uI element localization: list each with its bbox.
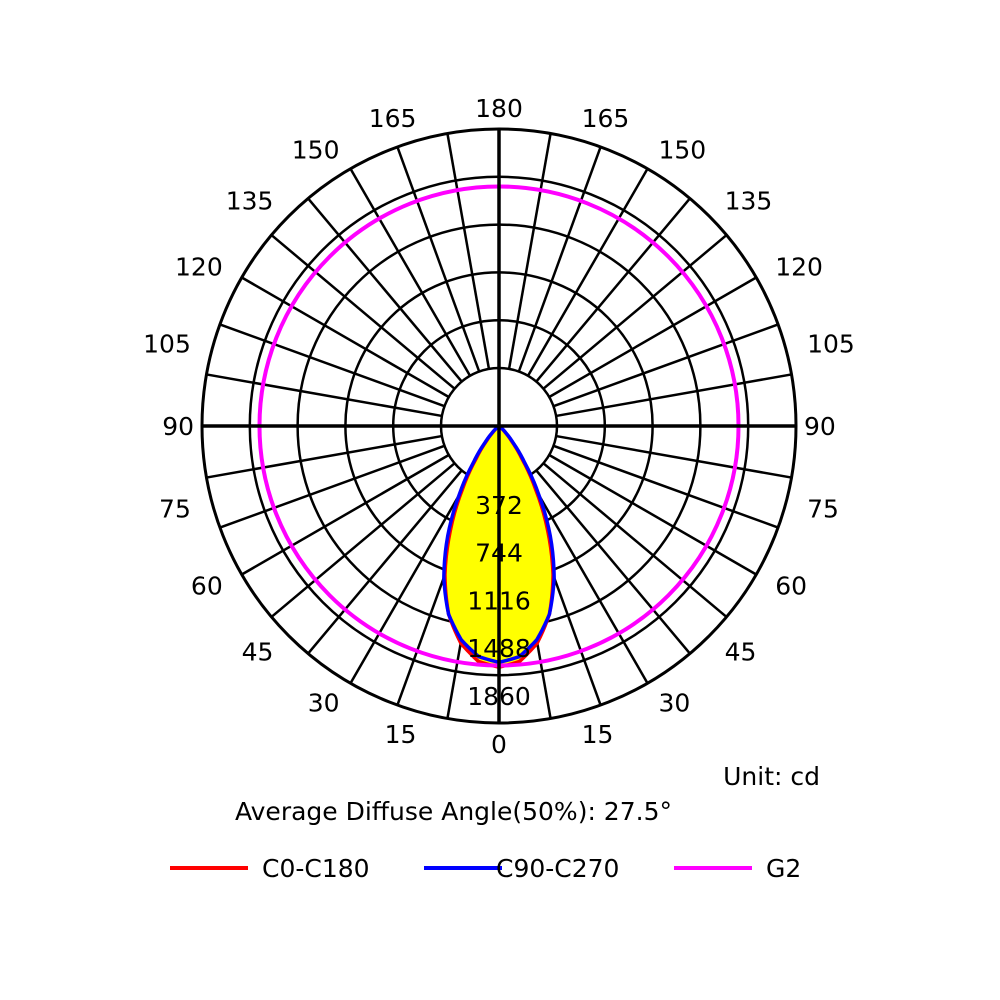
angle-label-150-left: 150 (292, 136, 340, 165)
angle-label-60-left: 60 (191, 572, 223, 601)
spoke-150 (526, 168, 649, 377)
spoke-30 (349, 475, 472, 684)
angle-label-45-right: 45 (725, 638, 757, 667)
angle-label-75-left: 75 (159, 495, 191, 524)
spoke-70 (553, 444, 779, 529)
legend: C0-C180 C90-C270 G2 (170, 850, 830, 886)
legend-item-g2: G2 (674, 850, 801, 886)
angle-label-120-right: 120 (775, 253, 823, 282)
spoke-130 (542, 234, 728, 390)
diffuse-angle-label: Average Diffuse Angle(50%): 27.5° (235, 797, 672, 826)
spoke-140 (307, 197, 463, 383)
angle-label-90-right: 90 (804, 412, 836, 441)
ring-label-372: 372 (475, 491, 523, 520)
ring-label-1860: 1860 (467, 682, 531, 711)
spoke-60 (548, 453, 757, 576)
angle-label-135-right: 135 (725, 186, 773, 215)
angle-label-180-right: 180 (475, 94, 523, 123)
spoke-80 (555, 434, 792, 479)
legend-swatch-c90-c270 (424, 866, 502, 870)
ring-label-744: 744 (475, 539, 523, 568)
angle-label-105-left: 105 (143, 329, 191, 358)
legend-label-g2: G2 (766, 853, 802, 883)
spoke-160 (517, 146, 602, 372)
angle-label-30-left: 30 (308, 688, 340, 717)
angle-label-165-left: 165 (369, 104, 417, 133)
spoke-40 (307, 469, 463, 655)
angle-label-120-left: 120 (175, 253, 223, 282)
angle-label-105-right: 105 (807, 329, 855, 358)
spoke-30 (526, 475, 649, 684)
spoke-80 (206, 434, 443, 479)
main-axes (202, 129, 796, 723)
angle-label-150-right: 150 (659, 136, 707, 165)
spoke-50 (542, 462, 728, 618)
angle-label-0-right: 0 (491, 730, 507, 759)
ring-label-1488: 1488 (467, 634, 531, 663)
angle-label-60-right: 60 (775, 572, 807, 601)
spoke-140 (535, 197, 691, 383)
angle-label-45-left: 45 (242, 638, 274, 667)
legend-label-c90-c270: C90-C270 (496, 853, 620, 883)
spoke-60 (241, 453, 450, 576)
legend-item-c0-c180: C0-C180 (170, 850, 370, 886)
legend-label-c0-c180: C0-C180 (262, 853, 370, 883)
spoke-70 (219, 444, 445, 529)
legend-item-c90-c270: C90-C270 (424, 850, 619, 886)
spoke-160 (396, 146, 481, 372)
angle-labels: 0 15 15 30 30 45 45 60 60 75 75 90 90 105 105 120 120 135… (143, 94, 855, 759)
legend-swatch-c0-c180 (170, 866, 248, 870)
spoke-130 (270, 234, 456, 390)
angle-label-15-right: 15 (582, 720, 614, 749)
spoke-170 (507, 133, 552, 370)
spoke-40 (535, 469, 691, 655)
ring-labels: 372 744 1116 1488 1860 (467, 491, 531, 711)
legend-swatch-g2 (674, 866, 752, 870)
spoke-100 (206, 373, 443, 418)
angle-label-135-left: 135 (226, 186, 274, 215)
ring-label-1116: 1116 (467, 586, 531, 615)
spoke-150 (349, 168, 472, 377)
angle-label-165-right: 165 (582, 104, 630, 133)
spoke-170 (446, 133, 491, 370)
spoke-120 (548, 276, 757, 399)
spoke-110 (553, 323, 779, 408)
unit-label: Unit: cd (723, 762, 820, 791)
angle-label-30-right: 30 (659, 688, 691, 717)
angle-label-90-left: 90 (162, 412, 194, 441)
angle-label-15-left: 15 (385, 720, 417, 749)
angle-label-75-right: 75 (807, 495, 839, 524)
spoke-120 (241, 276, 450, 399)
spoke-100 (555, 373, 792, 418)
spoke-110 (219, 323, 445, 408)
spoke-50 (270, 462, 456, 618)
